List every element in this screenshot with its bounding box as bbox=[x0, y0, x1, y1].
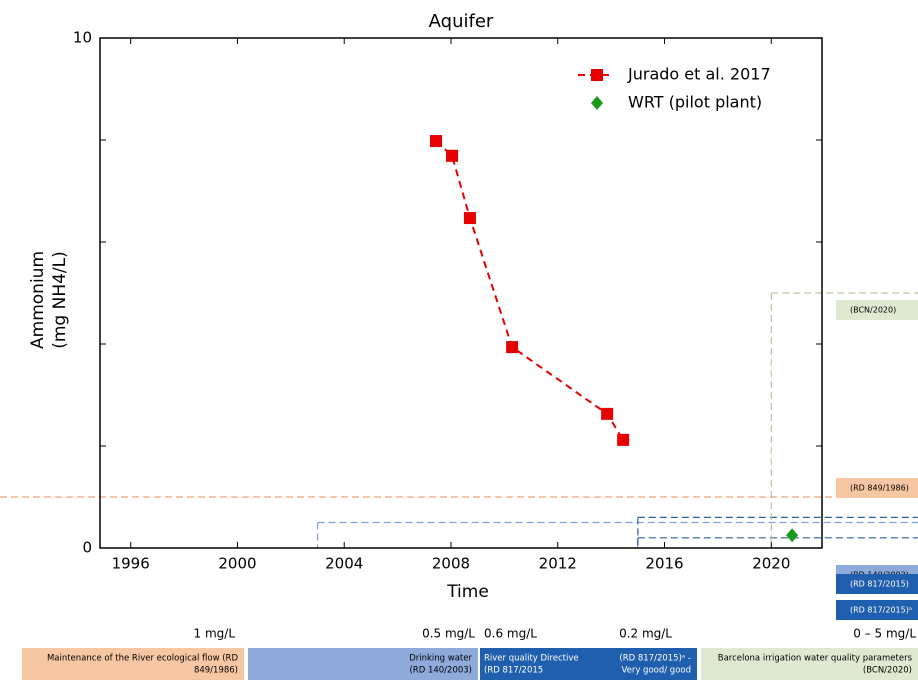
x-tick-label: 2004 bbox=[325, 555, 363, 573]
x-tick-label: 2012 bbox=[539, 555, 577, 573]
limit-label: 1 mg/L bbox=[194, 627, 236, 641]
marker bbox=[601, 407, 614, 420]
regulation-text: (RD 140/2003) bbox=[409, 666, 472, 676]
regulation-box bbox=[597, 648, 697, 680]
marker bbox=[617, 433, 630, 446]
regulation-box bbox=[701, 648, 918, 680]
regulation-text: River quality Directive bbox=[484, 654, 579, 664]
y-tick-label: 0 bbox=[82, 539, 92, 557]
limit-label: 0 – 5 mg/L bbox=[853, 627, 916, 641]
threshold-tag-label: (RD 817/2015)ᵃ bbox=[850, 606, 912, 615]
threshold-tag-label: (RD 849/1986) bbox=[850, 484, 909, 493]
regulation-text: Barcelona irrigation water quality param… bbox=[718, 654, 913, 664]
y-axis-label: Ammonium bbox=[28, 251, 48, 349]
marker bbox=[463, 212, 476, 225]
regulation-text: (RD 817/2015 bbox=[484, 666, 543, 676]
limit-label: 0.2 mg/L bbox=[619, 627, 672, 641]
threshold-tag-label: (RD 817/2015) bbox=[850, 580, 909, 589]
x-tick-label: 2000 bbox=[218, 555, 256, 573]
x-tick-label: 2008 bbox=[432, 555, 470, 573]
limit-label: 0.5 mg/L bbox=[422, 627, 475, 641]
legend-label: WRT (pilot plant) bbox=[628, 93, 762, 112]
series-line bbox=[435, 140, 625, 441]
x-tick-label: 2016 bbox=[645, 555, 683, 573]
x-axis-label: Time bbox=[446, 582, 489, 602]
marker bbox=[786, 528, 799, 543]
regulation-text: Maintenance of the River ecological flow… bbox=[47, 654, 239, 664]
legend-marker bbox=[591, 69, 603, 81]
x-tick-label: 2020 bbox=[752, 555, 790, 573]
y-axis-label: (mg NH4/L) bbox=[50, 251, 70, 349]
regulation-text: (BCN/2020) bbox=[863, 666, 912, 676]
regulation-box bbox=[22, 648, 244, 680]
threshold-tag-label: (BCN/2020) bbox=[850, 306, 896, 315]
regulation-text: 849/1986) bbox=[194, 666, 238, 676]
chart-title: Aquifer bbox=[429, 11, 494, 32]
regulation-text: Very good/ good bbox=[621, 666, 691, 676]
regulation-text: Drinking water bbox=[409, 654, 472, 664]
threshold-tag bbox=[836, 478, 918, 498]
threshold-tag bbox=[836, 300, 918, 320]
legend-marker bbox=[591, 96, 603, 110]
limit-label: 0.6 mg/L bbox=[484, 627, 537, 641]
marker bbox=[430, 135, 443, 148]
marker bbox=[506, 341, 519, 354]
threshold-tag bbox=[836, 574, 918, 594]
threshold-tag bbox=[836, 600, 918, 620]
regulation-box bbox=[480, 648, 597, 680]
marker bbox=[446, 149, 459, 162]
x-tick-label: 1996 bbox=[112, 555, 150, 573]
y-tick-label: 10 bbox=[73, 29, 92, 47]
plot-frame bbox=[99, 37, 823, 549]
regulation-box bbox=[248, 648, 478, 680]
regulation-text: (RD 817/2015)ᵃ - bbox=[619, 654, 691, 664]
legend-label: Jurado et al. 2017 bbox=[627, 65, 771, 84]
